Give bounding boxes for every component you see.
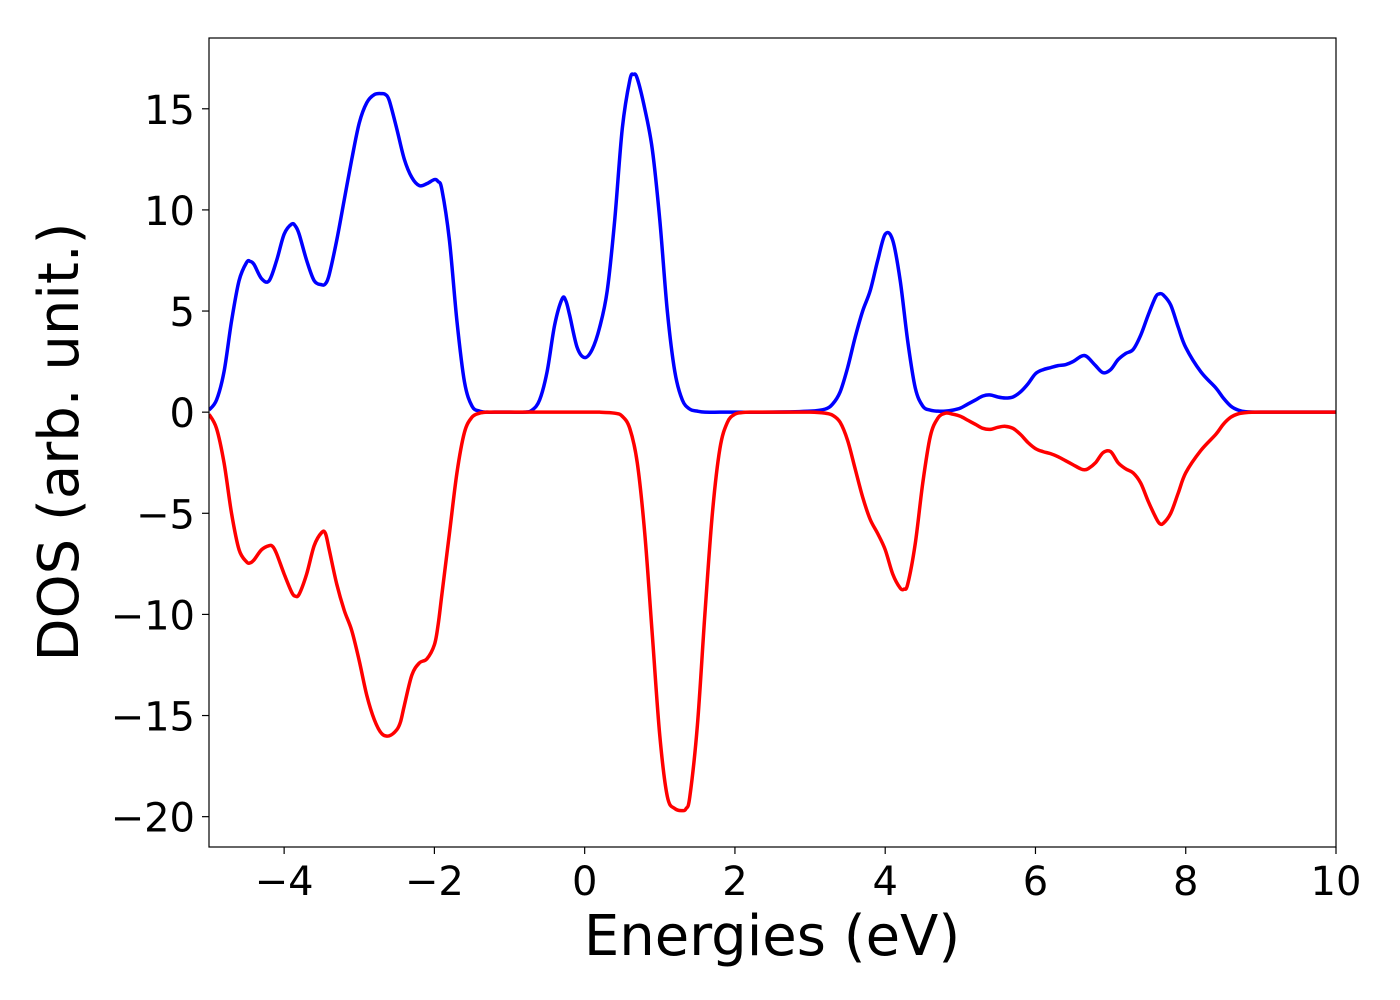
series-line-2 <box>209 410 1336 813</box>
y-tick-label: 0 <box>170 391 195 437</box>
y-tick-label: −5 <box>136 492 195 538</box>
x-tick-label: −4 <box>255 859 314 905</box>
plot-frame <box>208 37 1337 848</box>
x-tick-label: 0 <box>572 859 597 905</box>
series-line-1 <box>209 72 1336 415</box>
x-tick-label: 6 <box>1023 859 1048 905</box>
x-tick-label: −2 <box>405 859 464 905</box>
y-tick-label: 15 <box>144 88 195 134</box>
y-tick-label: −10 <box>111 593 195 639</box>
x-tick-label: 8 <box>1173 859 1198 905</box>
x-tick-label: 10 <box>1311 859 1362 905</box>
x-tick-label: 2 <box>722 859 747 905</box>
y-tick-label: 10 <box>144 189 195 235</box>
y-tick-label: 5 <box>170 290 195 336</box>
y-tick-label: −20 <box>111 796 195 842</box>
y-axis-title: DOS (arb. unit.) <box>27 222 92 661</box>
x-axis-title: Energies (eV) <box>584 904 960 969</box>
x-tick-label: 4 <box>872 859 897 905</box>
plot-area <box>209 38 1336 847</box>
y-tick-label: −15 <box>111 695 195 741</box>
